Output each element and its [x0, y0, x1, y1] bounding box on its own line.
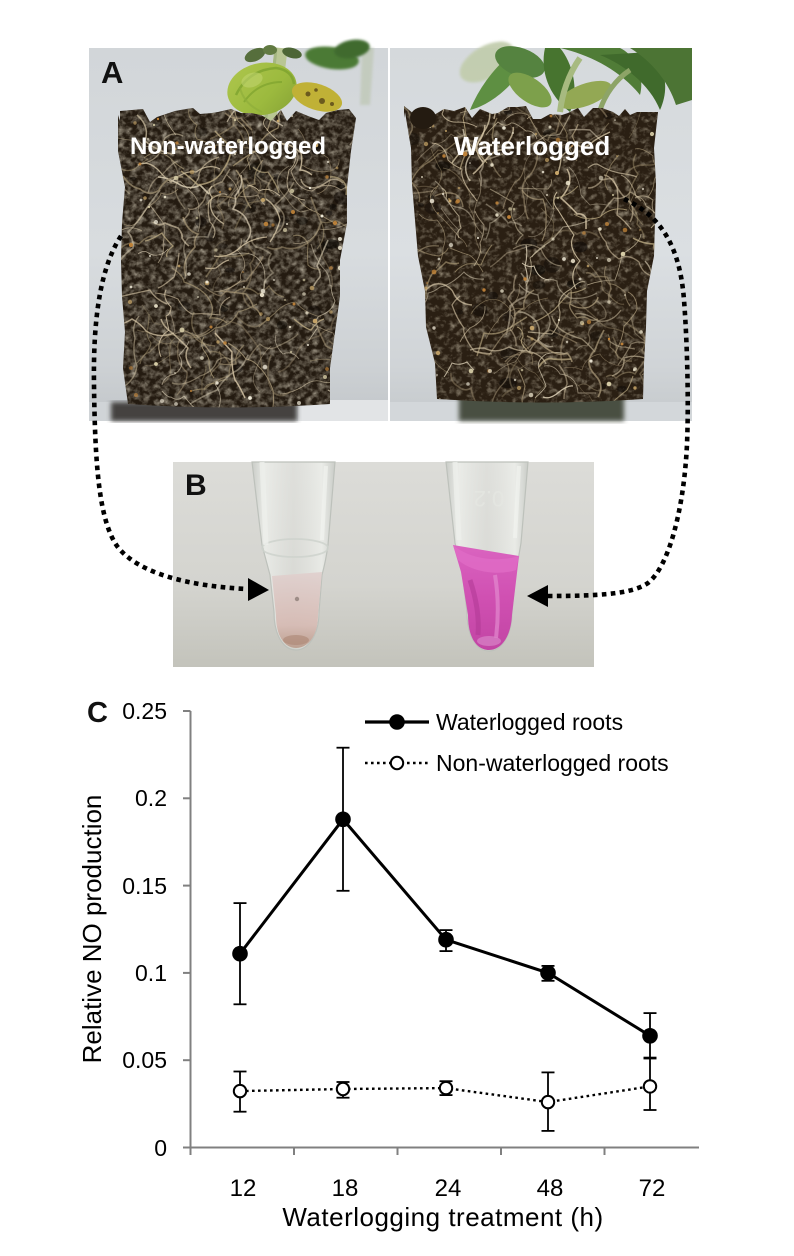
svg-text:12: 12 [230, 1175, 257, 1202]
svg-text:18: 18 [332, 1175, 359, 1202]
svg-text:A: A [101, 55, 123, 90]
svg-text:0.05: 0.05 [122, 1047, 167, 1073]
svg-text:Waterlogged roots: Waterlogged roots [436, 709, 623, 735]
svg-text:Non-waterlogged: Non-waterlogged [130, 133, 326, 160]
svg-text:Waterlogged: Waterlogged [454, 131, 610, 161]
svg-text:72: 72 [639, 1175, 666, 1202]
svg-text:Waterlogging treatment (h): Waterlogging treatment (h) [282, 1202, 603, 1232]
svg-text:0.2: 0.2 [474, 486, 505, 511]
svg-text:48: 48 [537, 1175, 564, 1202]
svg-text:24: 24 [435, 1175, 462, 1202]
svg-text:0.1: 0.1 [135, 960, 167, 986]
svg-text:Non-waterlogged roots: Non-waterlogged roots [436, 750, 669, 776]
svg-text:Relative NO production: Relative NO production [77, 795, 107, 1064]
svg-text:C: C [87, 697, 108, 729]
svg-text:0: 0 [154, 1135, 167, 1161]
svg-text:0.2: 0.2 [135, 785, 167, 811]
svg-text:0.25: 0.25 [122, 698, 167, 724]
svg-text:B: B [185, 469, 207, 502]
svg-text:0.15: 0.15 [122, 873, 167, 899]
